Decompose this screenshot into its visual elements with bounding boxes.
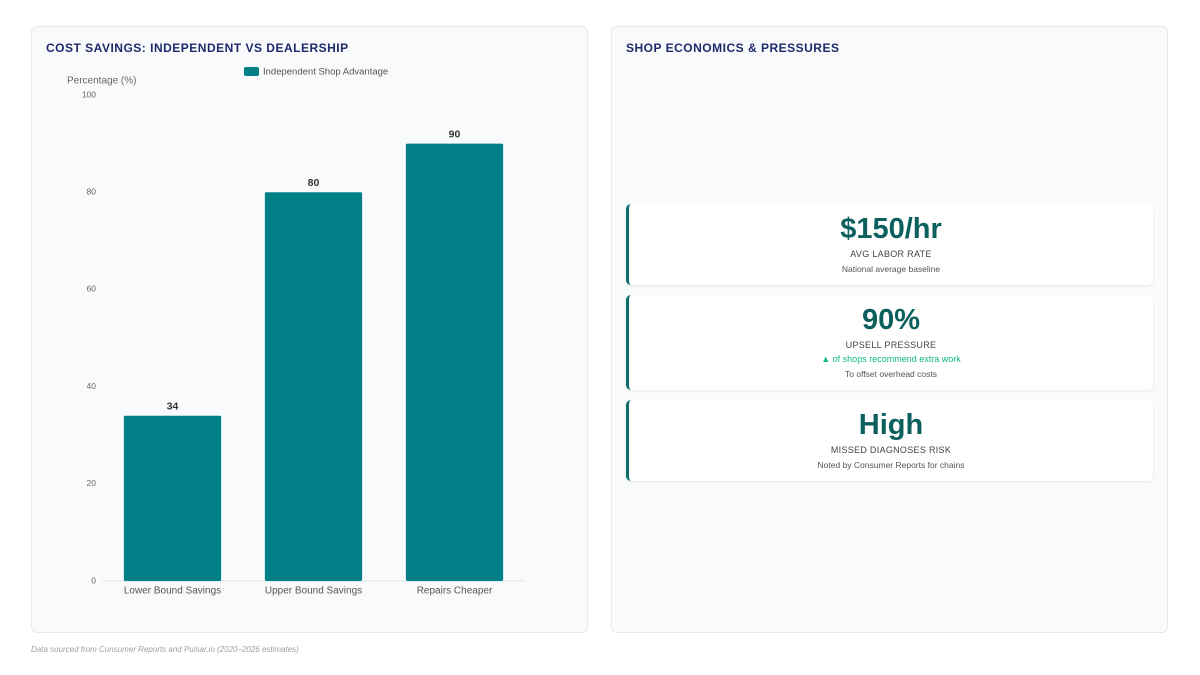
data-label: 34 (167, 401, 179, 413)
y-tick-label: 0 (91, 575, 96, 585)
y-tick-label: 40 (87, 381, 97, 391)
kpi-label: AVG LABOR RATE (850, 249, 932, 259)
kpi-card: High MISSED DIAGNOSES RISK Noted by Cons… (626, 400, 1153, 481)
y-tick-label: 20 (87, 478, 97, 488)
kpi-value: High (858, 409, 924, 441)
y-tick-label: 60 (87, 284, 97, 294)
chart: Percentage (%) 0 20 40 60 80 100 Independent S… (67, 67, 525, 597)
bar (123, 415, 222, 581)
footer: Data sourced from Consumer Reports and P… (31, 645, 299, 654)
bar (264, 192, 363, 581)
kpi-trend: ▲ of shops recommend extra work (821, 354, 961, 364)
panel: SHOP ECONOMICS & PRESSURES $150/hr AVG L… (611, 26, 1168, 633)
legend-swatch (244, 67, 259, 76)
kpi-card: $150/hr AVG LABOR RATE National average … (626, 204, 1153, 285)
y-tick-label: 80 (87, 186, 97, 196)
legend-label: Independent Shop Advantage (263, 67, 388, 78)
kpi-label: MISSED DIAGNOSES RISK (830, 445, 952, 455)
x-tick-label: Lower Bound Savings (124, 586, 221, 597)
x-tick-label: Repairs Cheaper (417, 586, 493, 597)
kpi-label: UPSELL PRESSURE (845, 340, 937, 350)
kpi-value: $150/hr (840, 213, 942, 245)
kpi-note: National average baseline (841, 264, 941, 274)
x-tick-label: Upper Bound Savings (265, 586, 362, 597)
data-label: 90 (449, 128, 461, 140)
kpi-card: 90% UPSELL PRESSURE ▲ of shops recommend… (626, 295, 1153, 390)
chart-title: COST SAVINGS: INDEPENDENT VS DEALERSHIP (46, 41, 349, 55)
panel-title: SHOP ECONOMICS & PRESSURES (626, 41, 840, 55)
y-tick-label: 100 (82, 89, 96, 99)
kpi-value: 90% (861, 304, 921, 336)
kpi-note: Noted by Consumer Reports for chains (817, 460, 965, 470)
data-label: 80 (308, 177, 320, 189)
bar (405, 143, 504, 581)
y-axis-label: Percentage (%) (67, 76, 136, 87)
chart-card: COST SAVINGS: INDEPENDENT VS DEALERSHIP … (31, 26, 588, 633)
kpi-note: To offset overhead costs (845, 369, 937, 379)
